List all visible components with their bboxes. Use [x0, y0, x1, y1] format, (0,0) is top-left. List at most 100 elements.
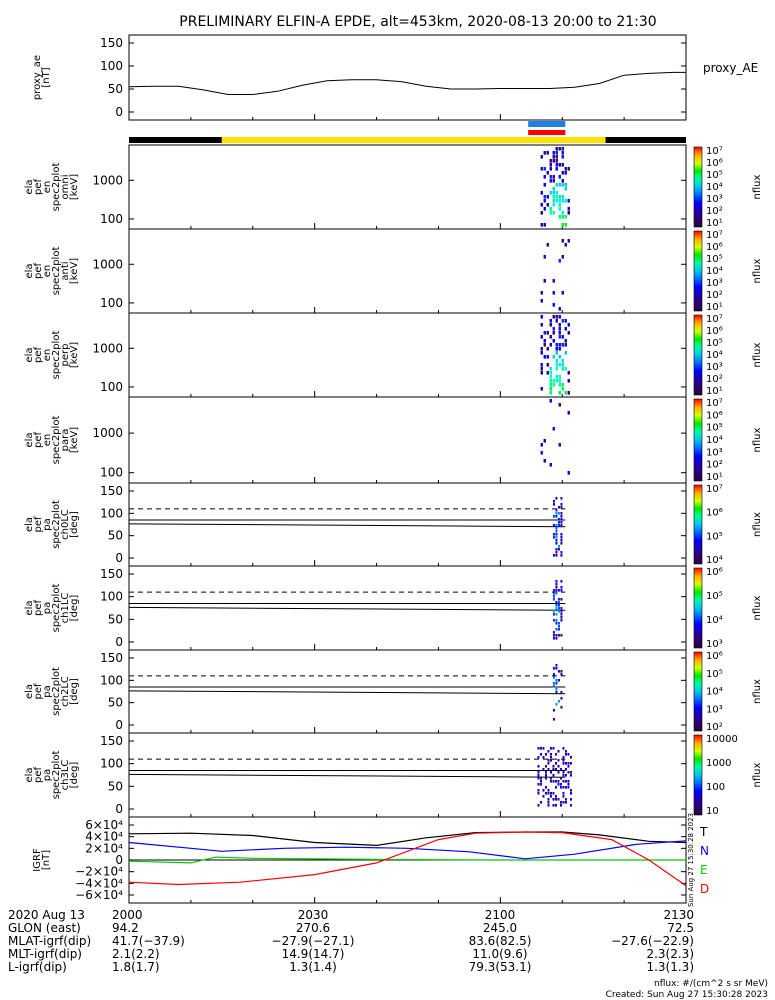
ylabel-line: ch3LC [60, 760, 71, 791]
ylabel-line: spec2plot [51, 331, 62, 380]
cell [562, 801, 565, 804]
cell [555, 586, 558, 589]
cell [555, 679, 558, 682]
cell [564, 351, 567, 355]
cell [557, 700, 560, 703]
colorbar-tick: 10⁵ [706, 423, 723, 434]
colorbar-label: nflux [752, 762, 763, 787]
cell [558, 163, 561, 167]
orbit-row-value: 41.7(−37.9) [112, 934, 185, 948]
cell [557, 670, 560, 673]
proxy-ae-line [128, 71, 686, 95]
orbit-row-value: 2.1(2.2) [112, 947, 160, 961]
cell [544, 777, 547, 780]
cell [560, 607, 563, 610]
cell [555, 682, 558, 685]
igrf-legend-N: N [700, 844, 709, 858]
ylabel-line: [keV] [69, 174, 80, 200]
cell [546, 195, 549, 199]
units-note: nflux: #/(cm^2 s sr MeV) [654, 979, 768, 989]
cell [557, 521, 560, 524]
cell [561, 363, 564, 367]
ylabel-line: anti [60, 261, 71, 280]
cell [549, 753, 552, 756]
cell [554, 753, 557, 756]
cell [555, 183, 558, 187]
colorbar-tick: 10000 [706, 734, 738, 745]
cell [567, 379, 570, 383]
cell [561, 343, 564, 347]
colorbar-tick: 10⁶ [706, 326, 723, 337]
ylabel-line: ela [24, 767, 35, 782]
cell [564, 343, 567, 347]
ytick-label: 150 [100, 734, 123, 748]
orbit-table: 2020 Aug 13 2000 2030 2100 2130 GLON (east) 94… [8, 908, 694, 974]
cell [560, 706, 563, 709]
cell [555, 527, 558, 530]
cell [558, 207, 561, 211]
cell [543, 255, 546, 259]
cell [540, 191, 543, 195]
cell [558, 307, 561, 311]
ylabel-line: pef [33, 347, 44, 364]
cell [555, 554, 558, 557]
ylabel-line: [keV] [69, 342, 80, 368]
cell [555, 607, 558, 610]
ylabel-line: spec2plot [51, 584, 62, 633]
cell [554, 780, 557, 783]
colorbar-tick: 10¹ [706, 386, 723, 397]
cell [559, 801, 562, 804]
colorbar-tick: 10⁴ [706, 182, 723, 193]
cell [539, 783, 542, 786]
cell [559, 768, 562, 771]
cell [558, 383, 561, 387]
cell [564, 774, 567, 777]
ytick-label: −4×10⁴ [75, 876, 123, 890]
cell [558, 183, 561, 187]
cell [540, 387, 543, 391]
proxy-ae-legend: proxy_AE [703, 61, 758, 75]
cell [546, 171, 549, 175]
cell [543, 331, 546, 335]
ylabel-line: spec2plot [51, 163, 62, 212]
ytick-label: 50 [108, 612, 123, 626]
cell [558, 327, 561, 331]
cell [543, 459, 546, 463]
cell [560, 586, 563, 589]
ytick-label: −2×10⁴ [75, 865, 123, 879]
cell [555, 551, 558, 554]
cell [557, 679, 560, 682]
panel-frame-perp [128, 312, 687, 398]
ylabel-line: ela [24, 179, 35, 194]
colorbar-tick: 10⁵ [706, 170, 723, 181]
cell [540, 443, 543, 447]
cell [552, 673, 555, 676]
cell [546, 331, 549, 335]
cell [540, 367, 543, 371]
cell [567, 167, 570, 171]
ytick-label: 150 [100, 36, 123, 50]
cell [557, 783, 560, 786]
cell [554, 762, 557, 765]
cell [569, 762, 572, 765]
ytick-label: 100 [100, 296, 123, 310]
cell [557, 759, 560, 762]
loss-cone-line [128, 523, 566, 528]
cell [539, 780, 542, 783]
cell [549, 191, 552, 195]
ytick-label: 100 [100, 590, 123, 604]
colorbar-tick: 10¹ [706, 218, 723, 229]
cell [567, 786, 570, 789]
colorbar-label: nflux [752, 595, 763, 620]
ylabel-line: en [42, 434, 53, 447]
ylabel-line: ela [24, 600, 35, 615]
cell [555, 601, 558, 604]
cell [560, 619, 563, 622]
orbit-row-value: 2000 [112, 908, 143, 922]
cell [543, 279, 546, 283]
cell [552, 303, 555, 307]
colorbar-tick: 10³ [706, 278, 723, 289]
cell [555, 351, 558, 355]
ytick-label: 50 [108, 82, 123, 96]
cell [564, 780, 567, 783]
